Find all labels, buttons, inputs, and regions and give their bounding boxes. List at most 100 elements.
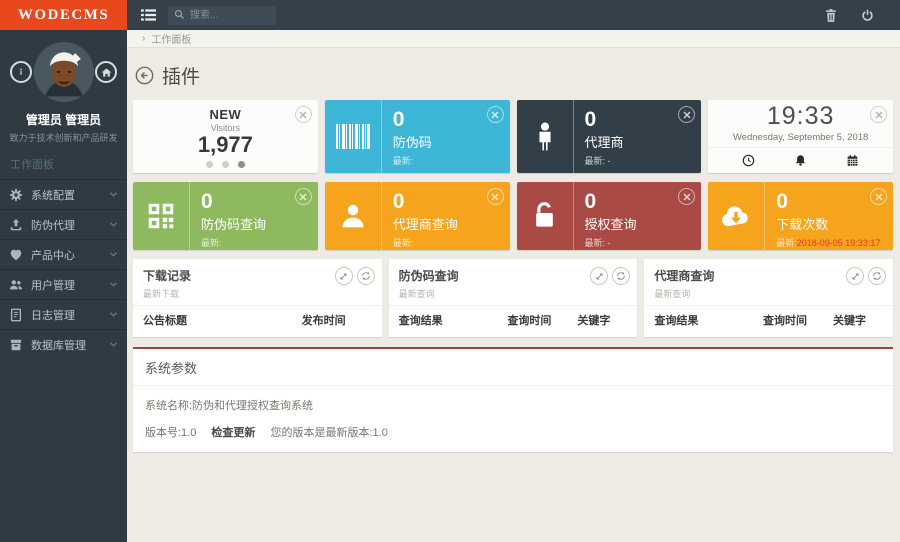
column-header: 查询结果 — [654, 315, 699, 327]
version-label: 版本号:1.0 — [145, 427, 197, 439]
info-icon — [16, 67, 26, 77]
version-status: 您的版本是最新版本:1.0 — [270, 427, 388, 439]
chevron-down-icon — [109, 251, 118, 258]
sidebar-item-anti-fake-agent[interactable]: 防伪代理 — [0, 209, 127, 239]
panel-subtitle: 最新查询 — [398, 289, 435, 299]
check-update-link[interactable]: 检查更新 — [211, 427, 256, 439]
stat-value: 0 — [392, 108, 405, 131]
person-icon — [517, 100, 574, 173]
clock-date: Wednesday, September 5, 2018 — [732, 132, 869, 143]
search-box — [168, 5, 276, 25]
refresh-button[interactable] — [868, 267, 887, 285]
panel-download-records: 下载记录 最新下载 公告标题 发布时间 — [133, 259, 382, 337]
sidebar-item-label: 日志管理 — [31, 309, 75, 322]
stat-latest-value: - — [607, 156, 611, 167]
close-button[interactable] — [870, 106, 887, 123]
sidebar-item-label: 产品中心 — [31, 249, 75, 262]
stat-value: 0 — [201, 190, 213, 213]
system-parameters-panel: 系统参数 系统名称:防伪和代理授权查询系统 版本号:1.0 检查更新 您的版本是… — [133, 347, 893, 452]
user-profile: 管理员 管理员 致力于技术创新和产品研发 — [0, 30, 127, 144]
chevron-down-icon — [109, 221, 118, 228]
expand-button[interactable] — [334, 267, 353, 285]
stat-card-agent-query: 0 代理商查询 最新: — [324, 182, 510, 250]
breadcrumb-item[interactable]: 工作面板 — [151, 35, 192, 46]
power-button[interactable] — [861, 9, 874, 22]
chevron-down-icon — [109, 341, 118, 348]
system-panel-title: 系统参数 — [133, 349, 893, 386]
panel-title: 下载记录 — [143, 269, 192, 283]
column-header: 发布时间 — [301, 315, 346, 327]
bell-icon[interactable] — [794, 154, 807, 167]
panel-title: 代理商查询 — [654, 269, 715, 283]
stat-label: 防伪码查询 — [201, 217, 267, 233]
stat-value: 0 — [584, 108, 597, 131]
unlock-icon — [517, 182, 574, 250]
close-button[interactable] — [486, 106, 504, 123]
stat-card-anti-fake-query: 0 防伪码查询 最新: — [133, 182, 318, 250]
stat-card-download-count: 0 下载次数 最新:2018-09-05 19:33:17 — [708, 182, 893, 250]
stat-value: 0 — [392, 190, 405, 213]
sidebar-item-product-center[interactable]: 产品中心 — [0, 239, 127, 269]
sidebar: WODECMS — [0, 0, 127, 542]
carousel-dot-active[interactable] — [237, 161, 245, 169]
table-header: 查询结果 查询时间 关键字 — [644, 305, 894, 337]
qrcode-icon — [133, 182, 190, 250]
calendar-icon[interactable] — [846, 154, 859, 167]
heart-icon — [9, 248, 23, 262]
stat-label: 下载次数 — [776, 217, 829, 233]
panel-subtitle: 最新下载 — [143, 289, 180, 299]
power-icon — [861, 9, 874, 22]
column-header: 查询结果 — [398, 315, 443, 327]
refresh-button[interactable] — [612, 267, 631, 285]
journal-icon — [9, 308, 23, 322]
chevron-down-icon — [109, 281, 118, 288]
close-button[interactable] — [294, 188, 312, 205]
stat-latest-label: 最新: — [201, 238, 222, 249]
user-tagline: 致力于技术创新和产品研发 — [9, 133, 118, 143]
trash-icon — [825, 8, 837, 22]
list-icon — [141, 9, 156, 21]
stat-card-agents: 0 代理商 最新: - — [516, 100, 702, 173]
close-button[interactable] — [678, 188, 696, 205]
column-header: 公告标题 — [143, 315, 187, 327]
main-content: 插件 NEW Visitors 1,977 0 防 — [127, 48, 900, 542]
search-input[interactable] — [168, 6, 276, 25]
clock-icon[interactable] — [742, 154, 755, 167]
close-button[interactable] — [486, 188, 504, 205]
table-header: 公告标题 发布时间 — [133, 305, 382, 337]
info-button[interactable] — [10, 61, 32, 83]
stat-latest-label: 最新: — [584, 238, 606, 249]
sidebar-item-database-management[interactable]: 数据库管理 — [0, 329, 127, 359]
refresh-button[interactable] — [356, 267, 375, 285]
carousel-dot[interactable] — [205, 161, 213, 169]
visitors-widget: NEW Visitors 1,977 — [133, 100, 318, 173]
panel-agent-query: 代理商查询 最新查询 查询结果 查询时间 关键字 — [644, 259, 894, 337]
visitors-count: 1,977 — [197, 131, 253, 157]
user-icon — [325, 182, 382, 250]
database-icon — [9, 338, 23, 352]
sidebar-item-log-management[interactable]: 日志管理 — [0, 299, 127, 329]
arrow-left-circle-icon[interactable] — [135, 66, 154, 85]
trash-button[interactable] — [825, 8, 837, 22]
column-header: 关键字 — [577, 315, 611, 327]
page-title: 插件 — [162, 67, 201, 88]
close-button[interactable] — [678, 106, 696, 123]
cogs-icon — [9, 188, 23, 202]
close-button[interactable] — [870, 188, 887, 205]
sidebar-toggle-button[interactable] — [139, 7, 158, 23]
stat-latest-value: - — [607, 238, 611, 249]
stat-card-anti-fake-code: 0 防伪码 最新: — [324, 100, 510, 173]
home-button[interactable] — [95, 61, 117, 83]
expand-button[interactable] — [846, 267, 865, 285]
sidebar-menu: 系统配置 防伪代理 产品中心 用户管理 — [0, 179, 127, 359]
carousel-dot[interactable] — [221, 161, 229, 169]
panel-title: 防伪码查询 — [398, 269, 459, 283]
avatar[interactable] — [33, 42, 94, 102]
stat-value: 0 — [584, 190, 597, 213]
expand-button[interactable] — [590, 267, 609, 285]
stat-label: 授权查询 — [584, 217, 637, 233]
close-button[interactable] — [294, 106, 312, 123]
sidebar-item-user-management[interactable]: 用户管理 — [0, 269, 127, 299]
sidebar-item-system-config[interactable]: 系统配置 — [0, 179, 127, 209]
sidebar-item-label: 系统配置 — [31, 189, 75, 202]
